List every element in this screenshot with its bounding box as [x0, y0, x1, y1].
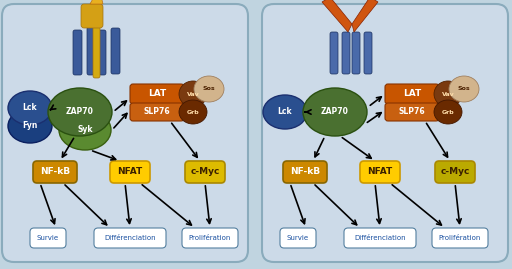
FancyBboxPatch shape [111, 28, 120, 74]
FancyBboxPatch shape [94, 228, 166, 248]
Text: NFAT: NFAT [117, 168, 143, 176]
Text: LAT: LAT [403, 90, 421, 98]
FancyBboxPatch shape [30, 228, 66, 248]
FancyBboxPatch shape [2, 4, 248, 262]
FancyBboxPatch shape [110, 161, 150, 183]
Text: Vav: Vav [187, 91, 199, 97]
Text: Sos: Sos [458, 87, 471, 91]
Text: Survie: Survie [287, 235, 309, 241]
Text: Lck: Lck [278, 108, 292, 116]
Text: Sos: Sos [203, 87, 216, 91]
Text: c-Myc: c-Myc [190, 168, 220, 176]
Text: Grb: Grb [442, 109, 454, 115]
FancyBboxPatch shape [93, 26, 100, 78]
Text: Grb: Grb [187, 109, 199, 115]
Text: Vav: Vav [442, 91, 454, 97]
FancyBboxPatch shape [352, 32, 360, 74]
Text: Prolifération: Prolifération [189, 235, 231, 241]
FancyBboxPatch shape [432, 228, 488, 248]
Text: SLP76: SLP76 [144, 108, 170, 116]
FancyBboxPatch shape [262, 4, 508, 262]
FancyBboxPatch shape [130, 103, 184, 121]
FancyBboxPatch shape [344, 228, 416, 248]
Text: NFAT: NFAT [368, 168, 393, 176]
Text: Prolifération: Prolifération [439, 235, 481, 241]
Text: Lck: Lck [23, 104, 37, 112]
Ellipse shape [434, 100, 462, 124]
Text: ZAP70: ZAP70 [321, 108, 349, 116]
FancyBboxPatch shape [283, 161, 327, 183]
Ellipse shape [8, 91, 52, 125]
Polygon shape [322, 0, 352, 32]
Polygon shape [90, 0, 103, 4]
Text: LAT: LAT [148, 90, 166, 98]
FancyBboxPatch shape [280, 228, 316, 248]
FancyBboxPatch shape [99, 30, 106, 75]
FancyBboxPatch shape [385, 84, 439, 104]
Text: Différenciation: Différenciation [104, 235, 156, 241]
Ellipse shape [434, 81, 462, 107]
Ellipse shape [179, 81, 207, 107]
Ellipse shape [8, 109, 52, 143]
FancyBboxPatch shape [81, 4, 103, 28]
Ellipse shape [194, 76, 224, 102]
Text: SLP76: SLP76 [399, 108, 425, 116]
Text: c-Myc: c-Myc [440, 168, 470, 176]
Text: Fyn: Fyn [23, 122, 38, 130]
FancyBboxPatch shape [87, 27, 94, 75]
Text: ZAP70: ZAP70 [66, 108, 94, 116]
Polygon shape [352, 0, 378, 32]
FancyBboxPatch shape [360, 161, 400, 183]
Ellipse shape [179, 100, 207, 124]
Text: Différenciation: Différenciation [354, 235, 406, 241]
FancyBboxPatch shape [364, 32, 372, 74]
Text: NF-kB: NF-kB [290, 168, 320, 176]
FancyBboxPatch shape [130, 84, 184, 104]
Text: Syk: Syk [77, 126, 93, 134]
FancyBboxPatch shape [73, 30, 82, 75]
FancyBboxPatch shape [33, 161, 77, 183]
FancyBboxPatch shape [185, 161, 225, 183]
FancyBboxPatch shape [330, 32, 338, 74]
FancyBboxPatch shape [342, 32, 350, 74]
Ellipse shape [59, 110, 111, 150]
Ellipse shape [263, 95, 307, 129]
Ellipse shape [303, 88, 367, 136]
Ellipse shape [449, 76, 479, 102]
Text: NF-kB: NF-kB [40, 168, 70, 176]
FancyBboxPatch shape [385, 103, 439, 121]
Text: Survie: Survie [37, 235, 59, 241]
FancyBboxPatch shape [182, 228, 238, 248]
Ellipse shape [48, 88, 112, 136]
FancyBboxPatch shape [435, 161, 475, 183]
